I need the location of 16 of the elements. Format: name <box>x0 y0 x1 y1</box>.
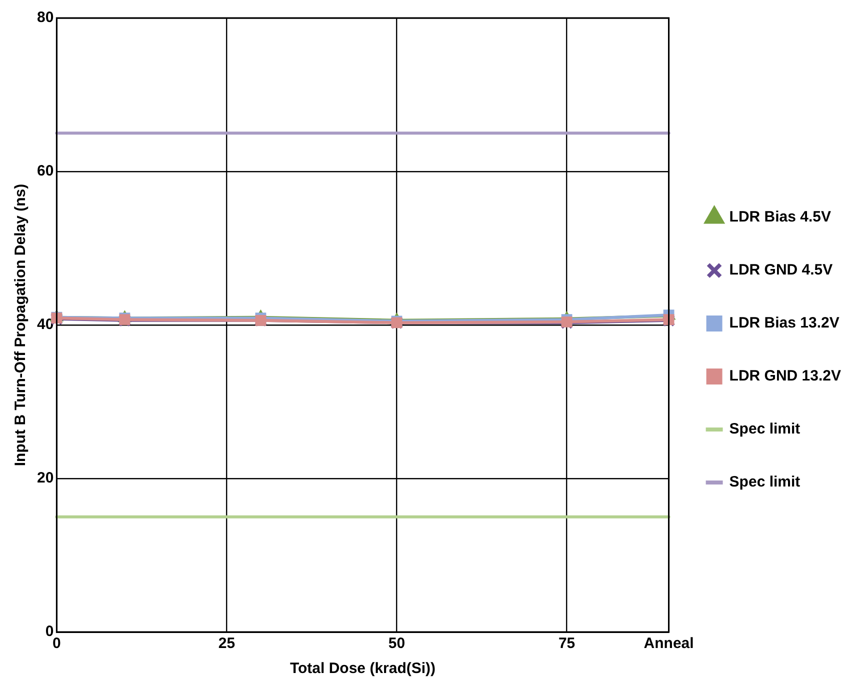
legend-label: Spec limit <box>729 474 800 491</box>
y-tick-label: 60 <box>36 162 54 180</box>
legend-label: LDR GND 13.2V <box>729 368 842 385</box>
legend-label: LDR GND 4.5V <box>729 262 833 279</box>
x-tick-label: Anneal <box>644 635 694 652</box>
y-tick-label: 20 <box>36 470 54 487</box>
legend-label: LDR Bias 4.5V <box>729 208 832 226</box>
x-tick-label: 75 <box>558 635 576 652</box>
legend-label: LDR Bias 13.2V <box>729 314 840 332</box>
y-tick-label: 0 <box>45 623 54 640</box>
x-axis-title: Total Dose (krad(Si)) <box>290 660 436 678</box>
y-tick-label: 80 <box>36 9 54 26</box>
x-tick-label: 50 <box>388 635 406 652</box>
legend-label: Spec limit <box>729 420 800 438</box>
y-axis-title: Input B Turn-Off Propagation Delay (ns) <box>12 184 30 466</box>
x-tick-label: 25 <box>218 635 236 652</box>
